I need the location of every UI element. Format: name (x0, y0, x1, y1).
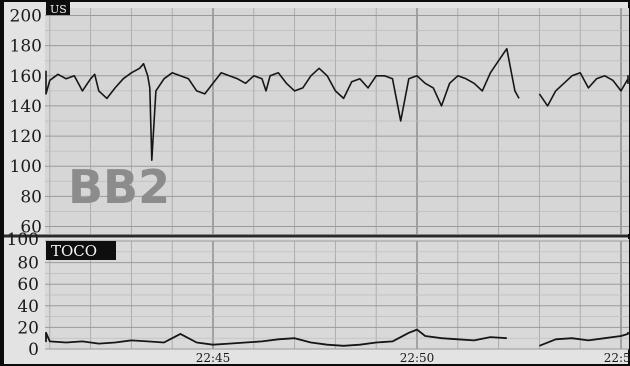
fhr-grid (45, 8, 629, 234)
toco-label: TOCO (51, 242, 97, 260)
time-tick-label: 22:55 (604, 351, 630, 365)
toco-tick-label: 100 (7, 230, 39, 250)
fhr-tick-label: 80 (20, 187, 42, 207)
fhr-tick-labels: 200 180 160 140 120 100 80 60 (10, 7, 42, 238)
fhr-tick-label: 160 (10, 67, 42, 87)
toco-grid (45, 240, 629, 350)
toco-tick-label: 20 (17, 318, 39, 338)
toco-tick-label: 80 (17, 254, 39, 274)
toco-label-box (46, 241, 116, 260)
us-label-box (46, 2, 70, 15)
fhr-tick-label: 120 (10, 127, 42, 147)
toco-tick-label: 0 (28, 340, 39, 360)
watermark-text: BB2 (68, 160, 170, 214)
fhr-tick-label: 180 (10, 37, 42, 57)
fhr-tick-label: 200 (10, 7, 42, 27)
fhr-tick-label: 140 (10, 97, 42, 117)
fhr-panel: BB2 200 180 160 140 120 100 80 60 US (10, 2, 629, 237)
toco-trace (45, 328, 629, 347)
toco-tick-label: 40 (17, 297, 39, 317)
fhr-tick-label: 100 (10, 157, 42, 177)
time-tick-label: 22:50 (400, 351, 435, 365)
toco-tick-label: 60 (17, 275, 39, 295)
us-label: US (50, 3, 67, 16)
fhr-trace (45, 47, 629, 161)
time-tick-label: 22:45 (196, 351, 231, 365)
toco-plot-area (45, 239, 629, 349)
fhr-tick-label: 60 (20, 217, 42, 237)
time-tick-labels: 22:45 22:50 22:55 (196, 351, 630, 365)
